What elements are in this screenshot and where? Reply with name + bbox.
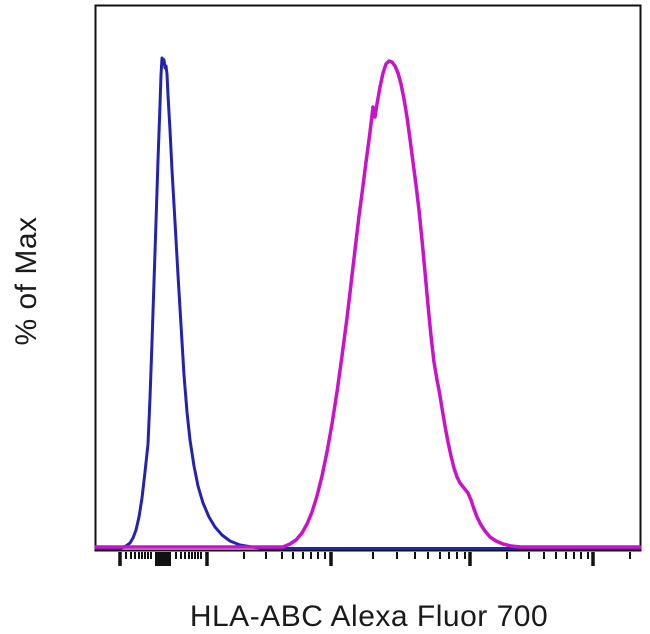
y-axis-label: % of Max xyxy=(10,216,43,346)
plot-border xyxy=(94,4,642,552)
x-axis-zero-tick-cluster xyxy=(155,552,171,566)
stained-histogram-curve xyxy=(94,59,642,549)
control-histogram-curve xyxy=(94,56,642,550)
x-axis-label: HLA-ABC Alexa Fluor 700 xyxy=(189,600,549,633)
